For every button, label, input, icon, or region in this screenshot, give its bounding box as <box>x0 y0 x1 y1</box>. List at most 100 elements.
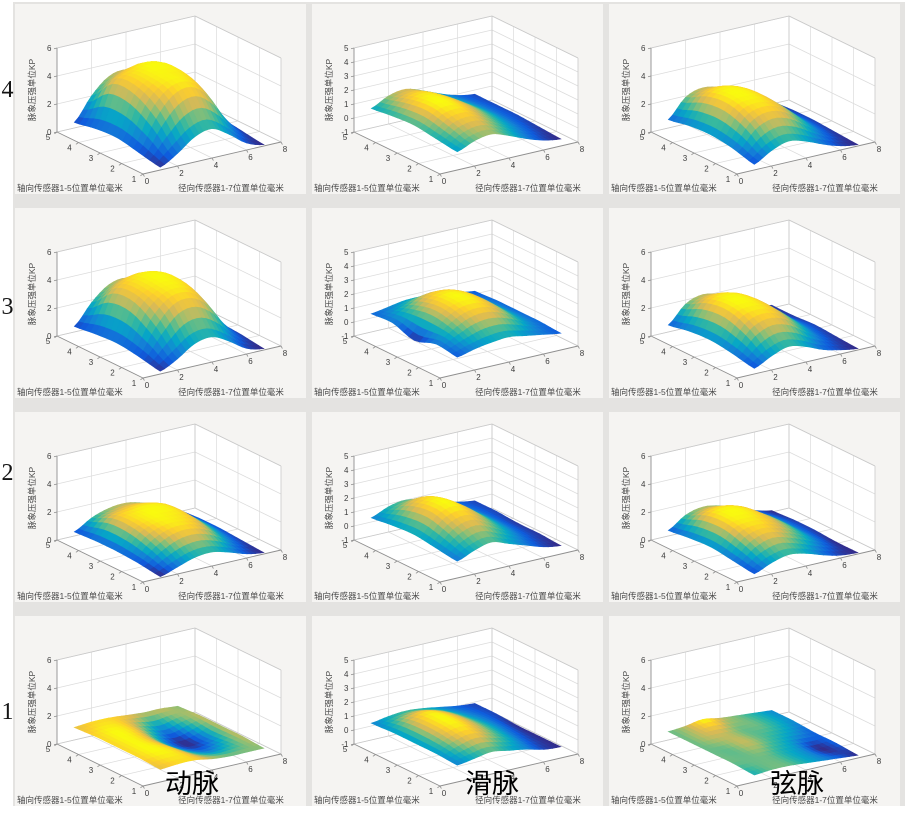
svg-text:3: 3 <box>386 154 391 163</box>
svg-text:6: 6 <box>545 765 550 774</box>
svg-text:0: 0 <box>47 332 52 341</box>
svg-text:径向传感器1-7位置单位毫米: 径向传感器1-7位置单位毫米 <box>772 183 878 193</box>
svg-text:1: 1 <box>132 175 137 184</box>
svg-text:径向传感器1-7位置单位毫米: 径向传感器1-7位置单位毫米 <box>178 183 284 193</box>
svg-text:8: 8 <box>283 553 288 562</box>
svg-text:5: 5 <box>640 337 645 346</box>
svg-text:3: 3 <box>683 154 688 163</box>
svg-text:-1: -1 <box>341 536 349 545</box>
column-label-xianmai: 弦脉 <box>770 769 824 799</box>
svg-text:3: 3 <box>89 154 94 163</box>
row-label-4: 4 <box>1 77 14 103</box>
svg-text:0: 0 <box>344 726 349 735</box>
svg-text:径向传感器1-7位置单位毫米: 径向传感器1-7位置单位毫米 <box>772 591 878 601</box>
svg-text:2: 2 <box>179 781 184 790</box>
svg-text:4: 4 <box>364 552 369 561</box>
svg-text:4: 4 <box>47 276 52 285</box>
svg-text:1: 1 <box>429 175 434 184</box>
svg-text:2: 2 <box>641 100 646 109</box>
svg-text:2: 2 <box>47 304 52 313</box>
surface-plot-r4c1: 0 2 4 6 8 1 2 3 4 5 0 2 4 6 脉象压强单位KP 轴向传感器1-5位置单位毫米 径向传感… <box>15 4 306 194</box>
surface-plot-r3c1: 0 2 4 6 8 1 2 3 4 5 0 2 4 6 脉象压强单位KP 轴向传感器1-5位置单位毫米 径向传感… <box>15 208 306 398</box>
svg-text:4: 4 <box>641 72 646 81</box>
svg-text:5: 5 <box>46 337 51 346</box>
svg-text:2: 2 <box>47 508 52 517</box>
svg-text:1: 1 <box>344 712 349 721</box>
svg-text:轴向传感器1-5位置单位毫米: 轴向传感器1-5位置单位毫米 <box>611 591 717 601</box>
svg-text:4: 4 <box>344 670 349 679</box>
svg-text:0: 0 <box>641 332 646 341</box>
svg-text:6: 6 <box>641 248 646 257</box>
svg-text:脉象压强单位KP: 脉象压强单位KP <box>324 467 334 530</box>
svg-text:5: 5 <box>343 133 348 142</box>
svg-text:4: 4 <box>47 684 52 693</box>
svg-text:5: 5 <box>343 541 348 550</box>
svg-text:2: 2 <box>407 165 412 174</box>
surface-plot-r3c2: 0 2 4 6 8 1 2 3 4 5 -1 0 1 2 3 4 5 脉象压强单位KP 轴向传感器1-5位置单位毫米… <box>312 208 603 398</box>
surface-plot-r3c3: 0 2 4 6 8 1 2 3 4 5 0 2 4 6 脉象压强单位KP 轴向传感器1-5位置单位毫米 径向传感… <box>609 208 900 398</box>
column-label-huamai: 滑脉 <box>465 769 519 799</box>
svg-text:6: 6 <box>248 153 253 162</box>
svg-text:2: 2 <box>47 712 52 721</box>
svg-text:3: 3 <box>344 480 349 489</box>
svg-text:1: 1 <box>429 583 434 592</box>
svg-text:0: 0 <box>344 522 349 531</box>
svg-text:3: 3 <box>683 562 688 571</box>
row-label-1: 1 <box>1 699 14 725</box>
svg-text:4: 4 <box>364 144 369 153</box>
svg-text:0: 0 <box>145 789 150 798</box>
svg-text:2: 2 <box>344 494 349 503</box>
svg-text:4: 4 <box>364 756 369 765</box>
svg-text:0: 0 <box>47 740 52 749</box>
svg-text:4: 4 <box>511 365 516 374</box>
svg-text:4: 4 <box>47 480 52 489</box>
svg-text:脉象压强单位KP: 脉象压强单位KP <box>27 467 37 530</box>
svg-text:径向传感器1-7位置单位毫米: 径向传感器1-7位置单位毫米 <box>475 183 581 193</box>
svg-text:4: 4 <box>641 276 646 285</box>
svg-text:5: 5 <box>640 541 645 550</box>
svg-text:径向传感器1-7位置单位毫米: 径向传感器1-7位置单位毫米 <box>475 387 581 397</box>
svg-text:1: 1 <box>429 787 434 796</box>
svg-text:3: 3 <box>344 72 349 81</box>
svg-text:8: 8 <box>580 757 585 766</box>
svg-text:6: 6 <box>842 153 847 162</box>
column-label-dongmai: 动脉 <box>165 769 219 799</box>
svg-text:0: 0 <box>739 381 744 390</box>
svg-text:1: 1 <box>344 304 349 313</box>
svg-text:轴向传感器1-5位置单位毫米: 轴向传感器1-5位置单位毫米 <box>17 795 123 805</box>
svg-text:2: 2 <box>476 373 481 382</box>
svg-text:5: 5 <box>46 745 51 754</box>
svg-text:2: 2 <box>704 369 709 378</box>
svg-text:3: 3 <box>683 358 688 367</box>
svg-text:2: 2 <box>110 573 115 582</box>
svg-text:3: 3 <box>89 766 94 775</box>
svg-text:1: 1 <box>344 100 349 109</box>
svg-text:6: 6 <box>641 452 646 461</box>
svg-text:8: 8 <box>283 145 288 154</box>
svg-text:4: 4 <box>47 72 52 81</box>
svg-text:4: 4 <box>67 756 72 765</box>
svg-text:6: 6 <box>842 561 847 570</box>
svg-text:6: 6 <box>248 765 253 774</box>
svg-text:5: 5 <box>344 248 349 257</box>
svg-text:6: 6 <box>641 44 646 53</box>
svg-text:脉象压强单位KP: 脉象压强单位KP <box>324 263 334 326</box>
svg-text:0: 0 <box>145 585 150 594</box>
svg-text:5: 5 <box>343 745 348 754</box>
svg-text:0: 0 <box>344 318 349 327</box>
svg-text:脉象压强单位KP: 脉象压强单位KP <box>621 467 631 530</box>
surface-plot-r1c3: 0 2 4 6 8 1 2 3 4 5 0 2 4 6 脉象压强单位KP 轴向传感器1-5位置单位毫米 径向传感… <box>609 616 900 806</box>
svg-text:4: 4 <box>661 348 666 357</box>
svg-text:0: 0 <box>641 536 646 545</box>
svg-text:2: 2 <box>344 290 349 299</box>
svg-text:3: 3 <box>344 684 349 693</box>
svg-text:3: 3 <box>386 766 391 775</box>
svg-text:4: 4 <box>67 144 72 153</box>
svg-text:2: 2 <box>704 573 709 582</box>
svg-text:0: 0 <box>47 536 52 545</box>
svg-text:径向传感器1-7位置单位毫米: 径向传感器1-7位置单位毫米 <box>475 591 581 601</box>
svg-text:4: 4 <box>214 365 219 374</box>
svg-text:0: 0 <box>47 128 52 137</box>
